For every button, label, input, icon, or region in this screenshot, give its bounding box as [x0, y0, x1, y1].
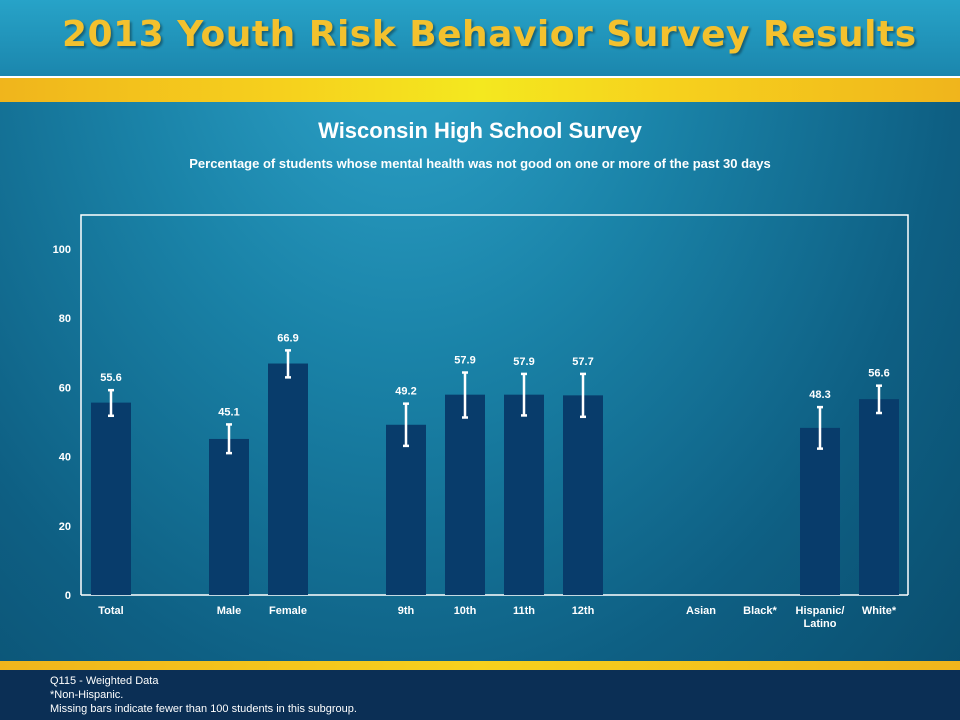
- x-tick-label: Total: [98, 605, 123, 617]
- bar: [91, 402, 131, 595]
- chart-subtitle: Percentage of students whose mental heal…: [189, 156, 771, 171]
- footer-note-non-hispanic: *Non-Hispanic.: [50, 689, 124, 701]
- plot-frame: [80, 214, 909, 595]
- y-tick-label: 0: [65, 590, 71, 602]
- header: 2013 Youth Risk Behavior Survey Results: [0, 0, 960, 76]
- footer-note-weighted: Q115 - Weighted Data: [50, 675, 159, 687]
- x-tick-label: Black*: [743, 605, 777, 617]
- bar: [563, 395, 603, 595]
- x-tick-label: Latino: [804, 618, 837, 630]
- x-tick-label: Hispanic/: [796, 605, 845, 617]
- bar: [859, 399, 899, 595]
- bar: [209, 438, 249, 595]
- data-label: 49.2: [395, 386, 416, 398]
- x-tick-label: White*: [862, 605, 897, 617]
- footer: Q115 - Weighted Data *Non-Hispanic. Miss…: [0, 670, 960, 720]
- y-tick-label: 80: [59, 313, 71, 325]
- bar-chart: 0 20 40 60 80 100 Total 55.6 Male 45.1 Female 66.9 9…: [53, 214, 909, 630]
- data-label: 56.6: [868, 368, 889, 380]
- x-tick-label: Male: [217, 605, 241, 617]
- bar: [386, 424, 426, 595]
- bar: [800, 427, 840, 595]
- header-divider: [0, 76, 960, 78]
- header-accent-band: [0, 78, 960, 102]
- footer-note-missing-bars: Missing bars indicate fewer than 100 stu…: [50, 703, 357, 715]
- data-label: 66.9: [277, 332, 298, 344]
- data-label: 55.6: [100, 372, 121, 384]
- data-label: 57.7: [572, 356, 593, 368]
- y-tick-label: 100: [53, 244, 71, 256]
- x-tick-label: 10th: [454, 605, 477, 617]
- page-title: 2013 Youth Risk Behavior Survey Results: [62, 14, 917, 55]
- data-label: 57.9: [513, 356, 534, 368]
- bar: [268, 363, 308, 595]
- x-tick-label: Asian: [686, 605, 716, 617]
- x-tick-label: 12th: [572, 605, 595, 617]
- y-tick-label: 60: [59, 382, 71, 394]
- y-tick-label: 20: [59, 521, 71, 533]
- data-label: 48.3: [809, 389, 830, 401]
- x-tick-label: Female: [269, 605, 307, 617]
- y-tick-label: 40: [59, 452, 71, 464]
- data-label: 45.1: [218, 406, 239, 418]
- bar: [504, 394, 544, 595]
- footer-accent-band: [0, 661, 960, 670]
- x-tick-label: 11th: [513, 605, 535, 617]
- bar: [445, 394, 485, 595]
- data-label: 57.9: [454, 355, 475, 367]
- x-tick-label: 9th: [398, 605, 415, 617]
- chart-title: Wisconsin High School Survey: [318, 118, 642, 143]
